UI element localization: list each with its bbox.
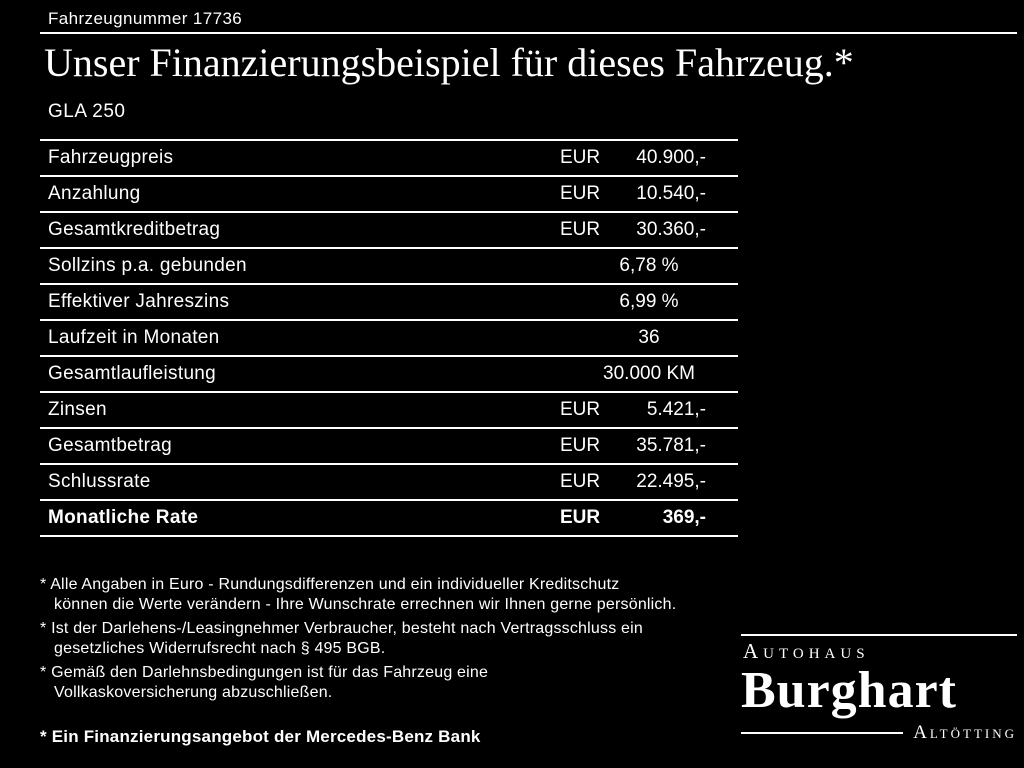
table-row-sollzins: Sollzins p.a. gebunden 6,78 % [40,247,738,283]
row-value: 10.540,- [636,183,706,204]
logo-divider-top [741,634,1017,636]
row-value: 36 [638,327,660,348]
row-value: 40.900,- [636,147,706,168]
table-row-laufzeit: Laufzeit in Monaten 36 [40,319,738,355]
row-value: 6,99 % [619,291,679,312]
row-currency: EUR [560,147,601,168]
table-row-gesamtlaufleistung: Gesamtlaufleistung 30.000 KM [40,355,738,391]
header-divider [40,32,1017,34]
row-currency: EUR [560,219,601,240]
footnote-rounding: * Alle Angaben in Euro - Rundungsdiffere… [40,576,677,613]
row-label: Monatliche Rate [48,507,199,528]
table-row-gesamtkreditbetrag: Gesamtkreditbetrag EUR 30.360,- [40,211,738,247]
bank-note: * Ein Finanzierungsangebot der Mercedes-… [40,727,481,746]
table-row-fahrzeugpreis: Fahrzeugpreis EUR 40.900,- [40,139,738,175]
row-currency: EUR [560,507,601,528]
table-row-schlussrate: Schlussrate EUR 22.495,- [40,463,738,499]
dealer-logo: Autohaus Burghart Altötting [741,634,1017,744]
vehicle-number: Fahrzeugnummer 17736 [48,9,243,28]
footnote-vollkasko: * Gemäß den Darlehnsbedingungen ist für … [40,664,489,701]
financing-table: Fahrzeugpreis EUR 40.900,- Anzahlung EUR… [40,139,738,537]
logo-autohaus-text: Autohaus [743,639,870,663]
table-row-zinsen: Zinsen EUR 5.421,- [40,391,738,427]
row-label: Fahrzeugpreis [48,147,174,168]
table-row-effektiver-jahreszins: Effektiver Jahreszins 6,99 % [40,283,738,319]
row-value: 35.781,- [636,435,706,456]
row-value: 369,- [662,507,706,528]
row-label: Gesamtbetrag [48,435,172,456]
row-currency: EUR [560,435,601,456]
row-currency: EUR [560,471,601,492]
table-row-anzahlung: Anzahlung EUR 10.540,- [40,175,738,211]
row-label: Gesamtlaufleistung [48,363,217,384]
logo-bottom-row: Altötting [741,722,1017,744]
row-value: 30.000 KM [603,363,695,384]
logo-divider-bottom [741,732,904,734]
row-label: Gesamtkreditbetrag [48,219,221,240]
vehicle-model: GLA 250 [48,101,126,122]
logo-city-text: Altötting [913,722,1017,743]
row-value: 22.495,- [636,471,706,492]
row-value: 5.421,- [646,399,706,420]
row-value: 30.360,- [636,219,706,240]
table-row-monatliche-rate: Monatliche Rate EUR 369,- [40,499,738,535]
row-label: Schlussrate [48,471,151,492]
footnotes: * Alle Angaben in Euro - Rundungsdiffere… [40,575,755,707]
row-label: Effektiver Jahreszins [48,291,230,312]
row-label: Anzahlung [48,183,141,204]
row-label: Laufzeit in Monaten [48,327,220,348]
page-title: Unser Finanzierungsbeispiel für dieses F… [44,40,854,85]
row-label: Sollzins p.a. gebunden [48,255,247,276]
logo-dealer-name: Burghart [741,662,957,719]
footnote-widerrufsrecht: * Ist der Darlehens-/Leasingnehmer Verbr… [40,620,643,657]
table-row-gesamtbetrag: Gesamtbetrag EUR 35.781,- [40,427,738,463]
row-currency: EUR [560,183,601,204]
row-label: Zinsen [48,399,107,420]
row-currency: EUR [560,399,601,420]
row-value: 6,78 % [619,255,679,276]
